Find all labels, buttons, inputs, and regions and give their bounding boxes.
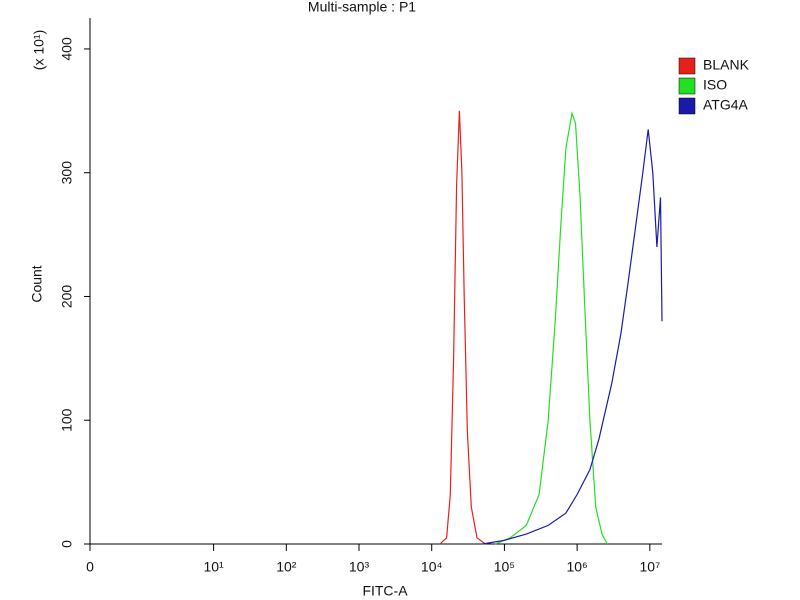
x-tick-label: 10⁵ [494,559,515,575]
x-tick-label: 10¹ [203,559,224,575]
legend-swatch [678,77,696,95]
y-tick-label: 100 [59,408,75,432]
legend-label: ATG4A [703,97,749,113]
x-tick-label: 10⁴ [421,559,443,575]
chart-title: Multi-sample : P1 [308,0,416,15]
y-multiplier-label: (x 10¹) [31,30,47,70]
histogram-line [495,110,608,545]
y-tick-label: 400 [59,37,75,61]
histogram-line [482,129,663,545]
y-tick-label: 200 [59,285,75,309]
legend-label: BLANK [703,57,750,73]
legend-label: ISO [703,77,727,93]
y-tick-label: 300 [59,161,75,185]
x-tick-label: 10² [276,559,297,575]
x-tick-label: 10⁶ [566,559,587,575]
legend-swatch [678,57,696,75]
histogram-line [439,110,486,545]
x-tick-label: 0 [86,559,94,575]
x-axis-label: FITC-A [362,583,408,599]
x-tick-label: 10⁷ [640,559,661,575]
y-tick-label: 0 [59,540,75,548]
legend-swatch [678,97,696,115]
y-axis-label: Count [29,265,45,302]
x-tick-label: 10³ [349,559,370,575]
